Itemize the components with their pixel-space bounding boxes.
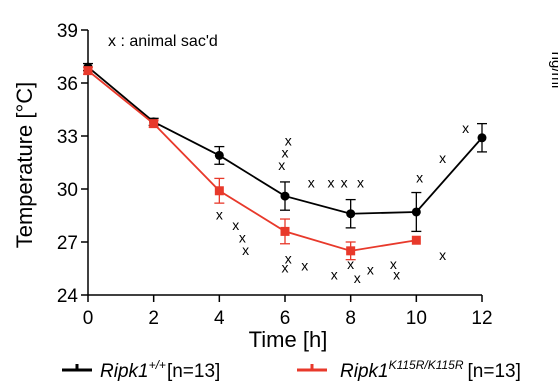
y-tick-label: 30 <box>57 180 78 201</box>
x-tick-label: 4 <box>214 308 225 329</box>
legend-item-mutant: Ripk1K115R/K115R [n=13] <box>297 358 521 382</box>
sacrificed-mark: x <box>357 175 364 191</box>
data-point <box>280 191 290 201</box>
x-tick-label: 10 <box>406 308 427 329</box>
sacrificed-mark: x <box>354 270 361 286</box>
legend-gene-wildtype: Ripk1 <box>100 361 149 382</box>
sacrificed-mark: x <box>285 251 292 267</box>
x-tick-label: 0 <box>83 308 94 329</box>
legend-n-mutant: [n=13] <box>468 361 521 382</box>
series-line <box>87 69 417 252</box>
sacrificed-mark: x <box>282 145 289 161</box>
y-ticks: 24 27 30 33 36 39 <box>57 21 88 307</box>
sacrificed-mark: x <box>347 256 354 272</box>
y-axis-title: Temperature [°C] <box>12 82 37 249</box>
sacrificed-mark: x <box>439 150 446 166</box>
y-tick-label: 33 <box>57 127 78 148</box>
data-point <box>149 119 159 129</box>
legend: Ripk1+/+[n=13] Ripk1K115R/K115R [n=13] <box>62 358 521 382</box>
y-tick-label: 24 <box>57 286 79 307</box>
data-point <box>83 66 93 76</box>
legend-label-mutant: Ripk1K115R/K115R [n=13] <box>340 358 521 382</box>
data-point <box>280 226 290 236</box>
sacrificed-mark: x <box>327 175 334 191</box>
cut-off-label: ng/ml <box>548 52 558 89</box>
data-point <box>346 246 356 256</box>
sacrificed-mark: x <box>301 258 308 274</box>
annotation-text: x : animal sac'd <box>108 33 218 50</box>
sacrificed-mark: x <box>367 261 374 277</box>
x-tick-label: 2 <box>148 308 159 329</box>
sacrificed-mark: x <box>239 229 246 245</box>
legend-genotype-mutant: K115R/K115R <box>389 358 464 372</box>
x-axis-title: Time [h] <box>249 327 328 352</box>
sacrificed-mark: x <box>308 175 315 191</box>
series-1 <box>83 66 421 261</box>
y-tick-label: 36 <box>57 74 78 95</box>
sacrificed-mark: x <box>232 217 239 233</box>
sacrificed-mark: x <box>393 267 400 283</box>
sacrificed-mark: x <box>216 207 223 223</box>
sacrificed-mark: x <box>285 132 292 148</box>
data-point <box>214 186 224 196</box>
x-tick-label: 12 <box>471 308 492 329</box>
data-point <box>411 207 421 217</box>
x-ticks: 0 2 4 6 8 10 12 <box>83 295 493 329</box>
legend-item-wildtype: Ripk1+/+[n=13] <box>62 358 220 382</box>
series-layer <box>83 62 487 261</box>
data-point <box>346 209 356 219</box>
legend-n-wildtype: [n=13] <box>167 361 220 382</box>
legend-label-wildtype: Ripk1+/+[n=13] <box>100 358 220 382</box>
x-tick-label: 8 <box>345 308 356 329</box>
sacrificed-mark: x <box>390 256 397 272</box>
sacrificed-mark: x <box>242 242 249 258</box>
y-tick-label: 39 <box>57 21 78 42</box>
sacrificed-mark: x <box>462 120 469 136</box>
legend-genotype-wildtype: +/+ <box>149 358 166 372</box>
sacrificed-mark: x <box>278 157 285 173</box>
sacrificed-mark: x <box>282 260 289 276</box>
y-tick-label: 27 <box>57 233 78 254</box>
data-point <box>477 133 487 143</box>
legend-gene-mutant: Ripk1 <box>340 361 389 382</box>
sacrificed-mark: x <box>331 267 338 283</box>
data-point <box>214 150 224 160</box>
sacrificed-mark: x <box>416 169 423 185</box>
sacrificed-mark: x <box>439 247 446 263</box>
data-point <box>411 235 421 245</box>
x-tick-label: 6 <box>280 308 291 329</box>
sacrificed-mark: x <box>341 175 348 191</box>
